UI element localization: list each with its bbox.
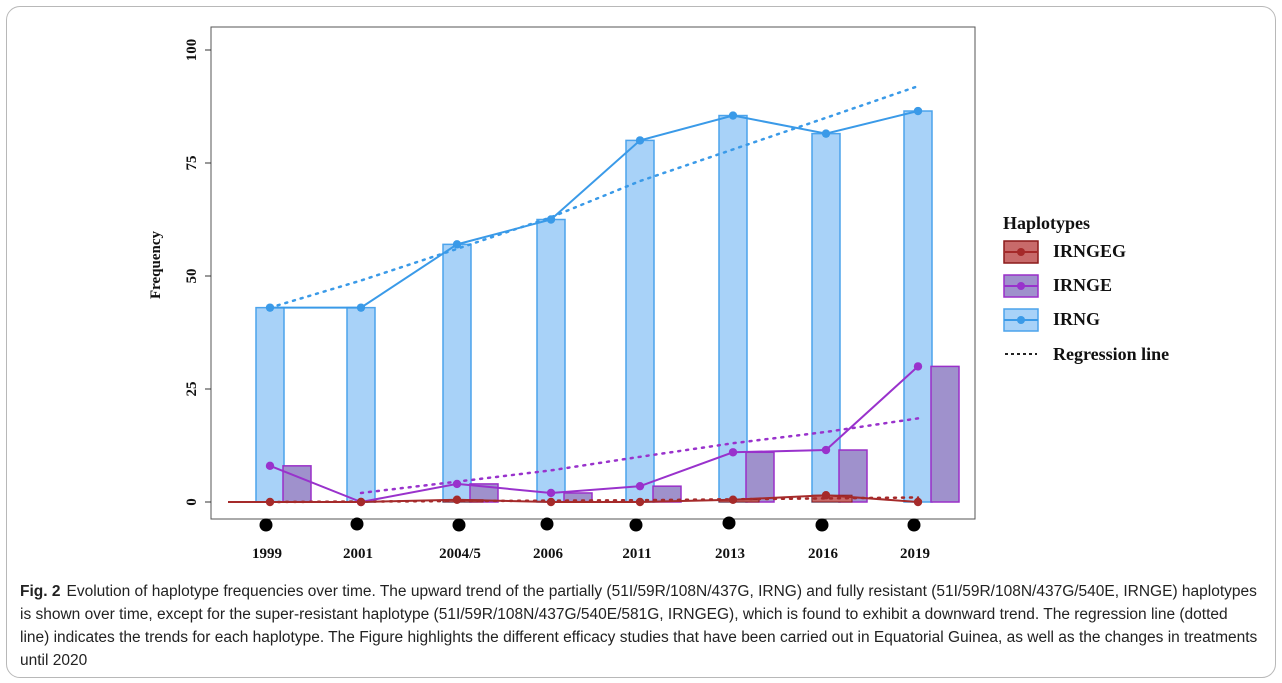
- study-marker-dot: [259, 518, 273, 532]
- legend-item-irng: IRNG: [1003, 308, 1193, 342]
- study-marker-dot: [907, 518, 921, 532]
- study-marker-dot: [350, 517, 364, 531]
- series-line-irng: [270, 110, 919, 309]
- x-tick-label: 2013: [715, 546, 745, 562]
- legend-item-irnge: IRNGE: [1003, 274, 1193, 308]
- bar-irnge: [745, 451, 775, 503]
- point-irngeg: [821, 491, 831, 500]
- bar-irng: [718, 114, 748, 503]
- bar-irnge: [930, 365, 960, 503]
- legend-label: IRNGE: [1053, 275, 1113, 295]
- point-irng: [821, 129, 831, 138]
- point-irngeg: [546, 497, 556, 507]
- point-irnge: [635, 481, 645, 491]
- haplotype-chart: 0 25 50 75 100 1999 2001 2004/5 2006 2011 2013 2016…: [148, 26, 976, 562]
- legend-title: Haplotypes: [1003, 213, 1091, 233]
- figure-caption: Fig. 2 Evolution of haplotype frequencies…: [20, 580, 1260, 672]
- x-tick-label: 1999: [252, 546, 282, 562]
- dotted-line-icon: [1003, 342, 1039, 366]
- study-marker-dot: [452, 518, 466, 532]
- bar-irng: [442, 243, 472, 503]
- y-tick-label: 100: [184, 39, 200, 62]
- point-irng: [452, 240, 462, 249]
- legend-swatch-icon: [1003, 308, 1039, 332]
- caption-label: Fig. 2: [20, 583, 61, 600]
- point-irngeg: [913, 497, 923, 507]
- point-irnge: [265, 461, 275, 471]
- y-tick-label: 25: [184, 382, 200, 397]
- point-irnge: [728, 448, 738, 457]
- point-irnge: [913, 362, 923, 371]
- legend-label: Regression line: [1053, 344, 1170, 364]
- bar-irnge: [282, 465, 312, 503]
- point-irnge: [546, 488, 556, 498]
- series-line-irngeg: [270, 494, 919, 503]
- legend-swatch-icon: [1003, 274, 1039, 298]
- x-tick-label: 2001: [343, 546, 373, 562]
- bar-irnge: [469, 483, 499, 503]
- plot-area: [210, 26, 976, 520]
- bar-irng: [536, 218, 566, 503]
- point-irngeg: [635, 497, 645, 507]
- bar-irng: [903, 110, 933, 503]
- point-irng: [265, 303, 275, 312]
- legend-item-irngeg: IRNGEG: [1003, 240, 1193, 274]
- bar-irng: [255, 306, 285, 503]
- bar-irnge: [838, 449, 868, 503]
- x-tick-label: 2016: [808, 546, 839, 562]
- legend-label: IRNGEG: [1053, 241, 1127, 261]
- point-irnge: [452, 479, 462, 489]
- study-marker-dot: [815, 518, 829, 532]
- legend-label: IRNG: [1053, 309, 1101, 329]
- point-irngeg: [265, 497, 275, 507]
- y-axis-title: Frequency: [148, 230, 164, 299]
- point-irngeg: [452, 495, 462, 504]
- study-marker-dot: [629, 518, 643, 532]
- bar-irng: [625, 139, 655, 503]
- point-irng: [728, 111, 738, 120]
- point-irnge: [821, 445, 831, 455]
- point-irng: [913, 106, 923, 116]
- bar-irng: [346, 306, 376, 503]
- legend-item-regression: Regression line: [1003, 342, 1193, 402]
- y-tick-label: 0: [184, 498, 200, 506]
- point-irng: [356, 303, 366, 312]
- point-irng: [635, 136, 645, 145]
- point-irngeg: [728, 495, 738, 504]
- series-line-irnge: [269, 365, 919, 504]
- point-irng: [546, 215, 556, 224]
- caption-text: Evolution of haplotype frequencies over …: [20, 583, 1258, 669]
- point-irngeg: [356, 497, 366, 507]
- legend-swatch-icon: [1003, 240, 1039, 264]
- regression-line-irng: [268, 84, 920, 309]
- study-marker-dot: [722, 516, 736, 530]
- x-tick-label: 2019: [900, 546, 930, 562]
- x-tick-label: 2011: [622, 546, 651, 562]
- y-tick-label: 50: [184, 269, 200, 284]
- x-tick-label: 2006: [533, 546, 564, 562]
- x-tick-label: 2004/5: [439, 546, 481, 562]
- study-marker-dot: [540, 517, 554, 531]
- y-tick-label: 75: [184, 156, 200, 171]
- chart-legend: Haplotypes IRNGEG IRNGE IRNG Regression li…: [1003, 213, 1193, 402]
